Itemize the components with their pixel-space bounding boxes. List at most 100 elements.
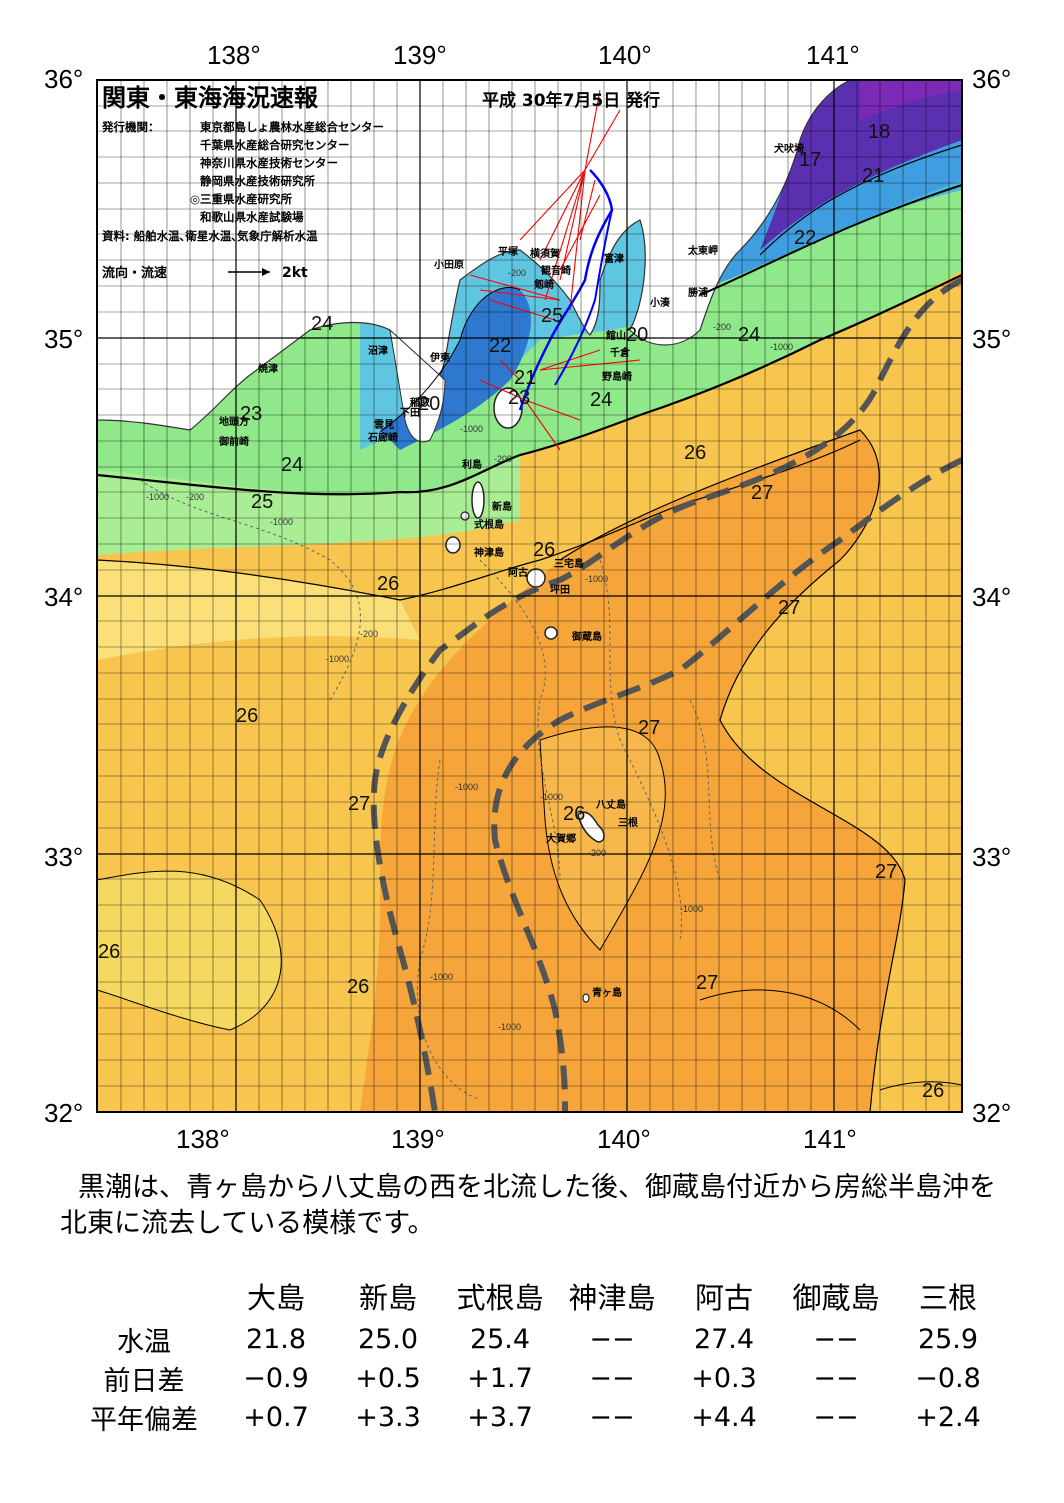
row-label: 前日差 [103,1366,185,1397]
place-name: 太東岬 [687,244,718,257]
lat-tick-right-33: 33° [972,842,1011,872]
aogashima-island [582,993,590,1003]
lat-tick-right-32: 32° [972,1098,1011,1128]
flow-arrows [469,89,641,451]
issuer-5: ◎三重県水産研究所 [190,192,293,206]
sst-label: 26 [347,976,369,998]
depth-label: -200 [508,268,526,278]
miyakejima-island [526,568,546,588]
place-name: 八丈島 [595,798,626,811]
depth-label: -200 [494,454,512,464]
issuer-3: 神奈川県水産技術センター [200,156,338,170]
sst-label: 27 [875,861,897,883]
sst-label: 26 [563,803,585,825]
station-header: 新島 [358,1281,417,1315]
issuers-label: 発行機関： [101,120,160,134]
lat-tick-left-34: 34° [44,582,83,612]
map-frame [96,79,963,1113]
sst-label: 26 [922,1080,944,1102]
table-corner [68,1272,220,1320]
table-cell: 25.9 [917,1324,979,1355]
station-header: 阿古 [694,1281,753,1315]
sst-label: 26 [377,573,399,595]
sst-25-zone [97,560,420,660]
sst-label: 26 [533,539,555,561]
place-name: 神津島 [474,546,504,559]
table-cell: −− [813,1324,859,1355]
flow-legend-label: 流向・流速 [102,265,167,281]
sst-label: 26 [98,941,120,963]
sst-25-5-zone [97,871,282,1030]
place-name: 利島 [462,458,482,471]
lon-tick-top-138: 138° [207,40,261,70]
sst-label: 27 [348,793,370,815]
sst-label: 23 [240,403,262,425]
lon-tick-bottom-138: 138° [176,1124,230,1154]
place-name: 野島崎 [602,370,632,383]
place-name: 富津 [604,252,624,265]
lat-tick-left-33: 33° [44,842,83,872]
lon-tick-bottom-139: 139° [391,1124,445,1154]
table-cell: 21.8 [245,1324,307,1355]
depth-label: -1000 [430,972,453,982]
lat-tick-left-32: 32° [44,1098,83,1128]
issue-date: 平成 30年7月5日 発行 [482,90,660,111]
place-name: 横須賀 [530,247,560,260]
depth-label: -200 [360,629,378,639]
place-name: 観音崎 [541,264,571,277]
place-name: 三宅島 [554,557,584,570]
table-row: 平年偏差 +0.7 +3.3 +3.7 −− +4.4 −− +2.4 [68,1398,1004,1437]
graticule-major [97,80,962,1112]
table-cell: +2.4 [915,1402,981,1433]
depth-label: -200 [588,848,606,858]
depth-label: -1000 [326,654,349,664]
table-cell: −− [589,1324,635,1355]
sea-temperature-map: 138° 139° 140° 141° 138° 139° 140° 141° … [44,40,1011,1154]
place-name: 大賀郷 [546,832,576,845]
sst-label: 27 [751,482,773,504]
depth-label: -200 [186,492,204,502]
summary-text: 黒潮は、青ヶ島から八丈島の西を北流した後、御蔵島付近から房総半島沖を北東に流去し… [60,1172,996,1239]
sst-label: 24 [590,389,612,411]
flow-scale-arrowhead [262,268,270,276]
place-name: 平塚 [498,245,518,258]
table-cell: +1.7 [467,1363,533,1394]
ship-track [518,169,614,411]
sst-label: 27 [778,597,800,619]
place-name: 石廊崎 [367,431,398,444]
lon-tick-bottom-140: 140° [597,1124,651,1154]
sst-label: 24 [311,313,333,335]
row-label: 水温 [117,1327,171,1358]
sst-label: 27 [638,717,660,739]
station-header: 御蔵島 [792,1281,880,1315]
lat-tick-left-36: 36° [44,64,83,94]
table-cell: +0.7 [243,1402,309,1433]
issuer-6: 和歌山県水産試験場 [200,210,304,224]
station-header: 三根 [918,1281,977,1315]
mikurajima-island [544,626,558,640]
table-cell: +0.3 [691,1363,757,1394]
table-cell: 25.0 [357,1324,419,1355]
sst-label: 24 [281,454,303,476]
sst-label: 25 [251,491,273,513]
sst-label: 20 [626,324,648,346]
place-name: 御蔵島 [571,630,602,643]
lon-tick-top-141: 141° [806,40,860,70]
table-cell: +0.5 [355,1363,421,1394]
place-name: 館山 [605,329,626,342]
depth-label: -1000 [680,904,703,914]
place-name: 稲取 [410,396,431,409]
place-name: 阿古 [508,566,528,579]
sst-18-zone [760,80,962,250]
place-name: 千倉 [610,346,631,359]
place-name: 青ヶ島 [592,986,622,999]
place-name: 剱崎 [533,278,554,291]
sst-label: 18 [868,121,890,143]
issuer-4: 静岡県水産技術研究所 [200,174,315,188]
map-header: 関東・東海海況速報 平成 30年7月5日 発行 発行機関： 東京都島しょ農林水産… [101,84,660,281]
table-row: 水温 21.8 25.0 25.4 −− 27.4 −− 25.9 [68,1320,1004,1359]
station-header: 大島 [246,1281,305,1315]
sst-label: 27 [696,972,718,994]
issuer-2: 千葉県水産総合研究センター [200,138,350,152]
sst-17-zone [860,80,962,120]
